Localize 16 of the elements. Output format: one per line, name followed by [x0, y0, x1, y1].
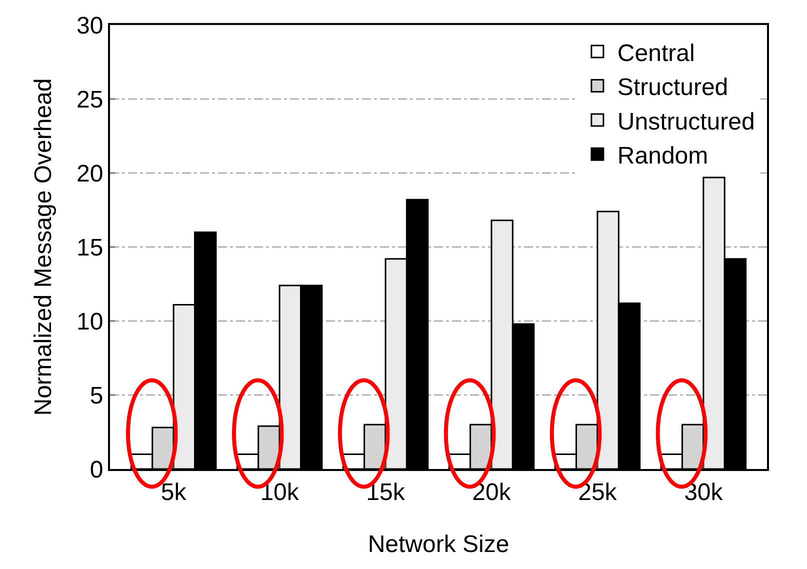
x-tick-label: 5k — [160, 478, 188, 506]
y-axis-title: Normalized Message Overhead — [30, 78, 57, 416]
x-axis-title: Network Size — [368, 531, 510, 558]
legend-label: Central — [617, 40, 695, 67]
y-tick-label: 15 — [76, 234, 104, 262]
y-tick-label: 30 — [76, 12, 104, 40]
y-tick-label: 10 — [76, 308, 104, 336]
legend-label: Random — [617, 142, 708, 170]
legend-label: Unstructured — [617, 108, 755, 136]
y-tick-label: 5 — [90, 382, 104, 410]
x-tick-label: 15k — [366, 478, 406, 506]
legend-label: Structured — [617, 74, 728, 102]
y-tick-label: 25 — [76, 86, 104, 114]
x-tick-label: 10k — [260, 478, 300, 506]
y-tick-label: 0 — [90, 456, 104, 484]
y-tick-label: 20 — [76, 160, 104, 188]
